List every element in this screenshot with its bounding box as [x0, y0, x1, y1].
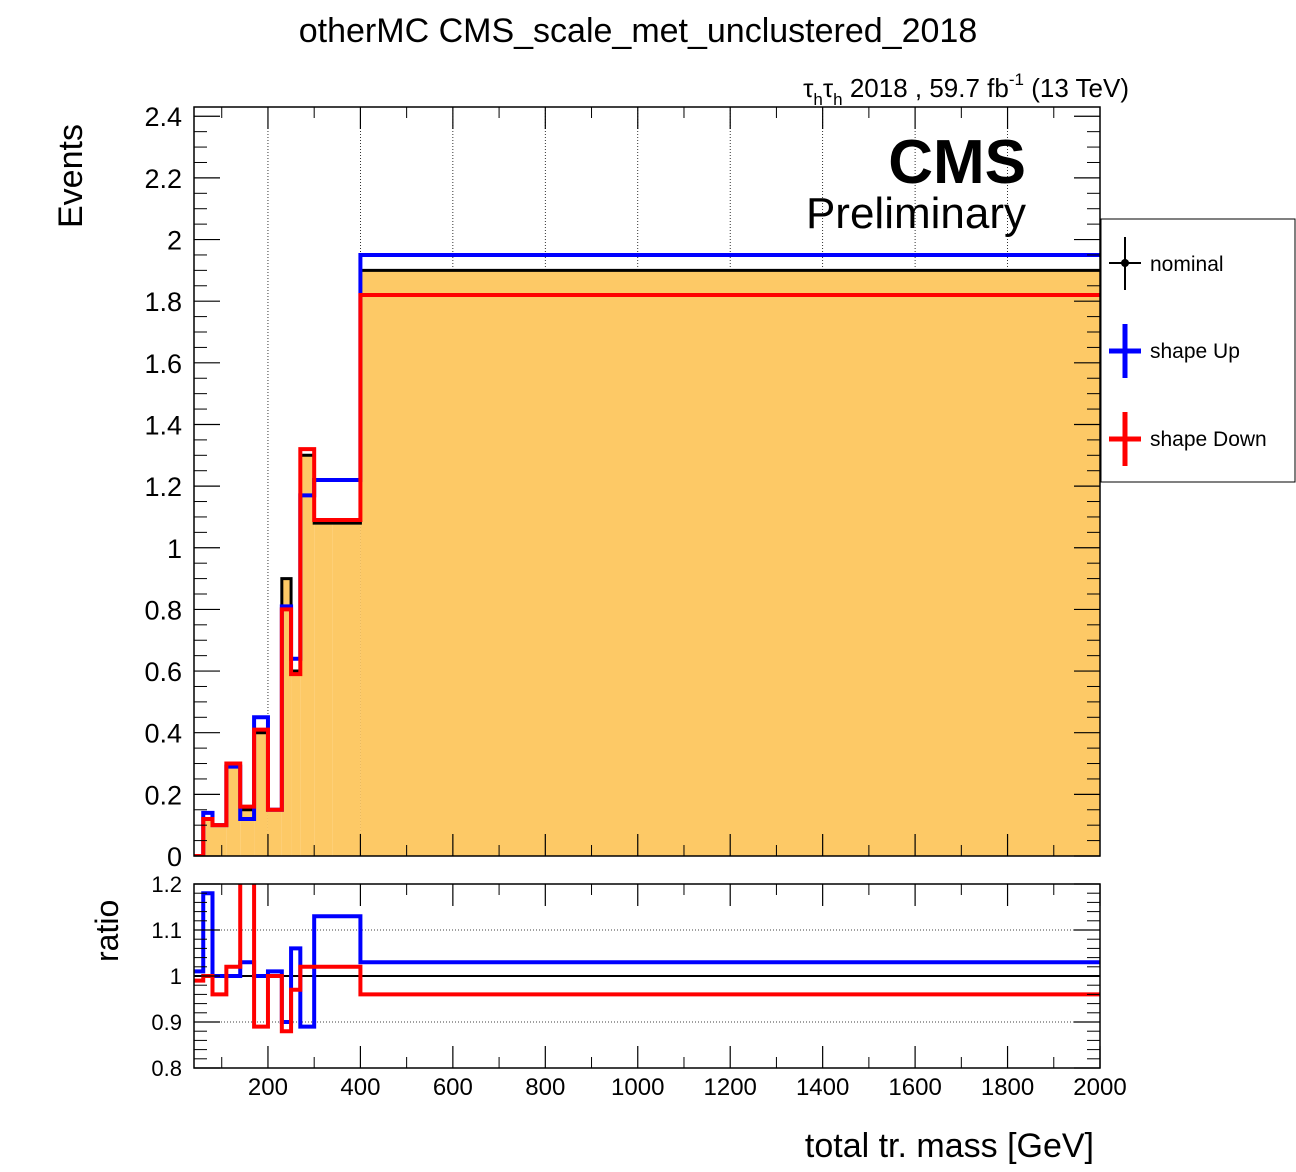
ratio-ytick-label-1: 0.9: [151, 1010, 182, 1035]
lumi-energy: (13 TeV): [1024, 73, 1129, 103]
nominal-bar-1: [203, 819, 213, 856]
ratio-ytick-label-2: 1: [170, 964, 182, 989]
main-ytick-label-1: 0.2: [144, 780, 182, 810]
main-ytick-label-0: 0: [167, 842, 182, 872]
main-ytick-label-9: 1.8: [144, 287, 182, 317]
main-ytick-label-5: 1: [167, 534, 182, 564]
ratio-panel: 0.8 0.9 1 1.1 1.2 200 400 600 800 1000 1200 1400 160…: [151, 872, 1126, 1101]
x-axis-label: total tr. mass [GeV]: [805, 1127, 1094, 1165]
nominal-bar-11: [332, 523, 361, 856]
ratio-xtick-label-3: 800: [525, 1074, 565, 1101]
lumi-label: τhτh 2018 , 59.7 fb-1 (13 TeV): [803, 70, 1129, 109]
main-panel: 0 0.2 0.4 0.6 0.8 1 1.2 1.4 1.6 1.8 2 2.2 2.4: [144, 102, 1101, 872]
main-ytick-label-8: 1.6: [144, 349, 182, 379]
ratio-line-shape-down: [194, 884, 1100, 1034]
main-ytick-label-10: 2: [167, 226, 182, 256]
series-line-shape-down: [194, 293, 1100, 856]
ratio-xtick-label-7: 1600: [888, 1074, 941, 1101]
y-axis-label-ratio: ratio: [89, 900, 125, 962]
nominal-bar-12: [360, 270, 1100, 856]
ratio-xtick-label-8: 1800: [981, 1074, 1034, 1101]
ratio-ticks: 0.8 0.9 1 1.1 1.2 200 400 600 800 1000 1200 1400 160…: [151, 872, 1126, 1101]
ratio-series-lines: [194, 884, 1100, 1034]
ratio-xtick-label-4: 1000: [611, 1074, 664, 1101]
main-ytick-label-4: 0.8: [144, 595, 182, 625]
nominal-bar-4: [240, 809, 255, 856]
main-ytick-label-2: 0.4: [144, 719, 182, 749]
nominal-bar-7: [281, 578, 292, 856]
nominal-bar-3: [226, 766, 241, 856]
legend-entry-nominal: nominal: [1109, 237, 1224, 290]
legend-label-shape-down: shape Down: [1150, 428, 1267, 451]
nominal-bar-6: [267, 809, 282, 856]
legend-label-nominal: nominal: [1150, 253, 1224, 276]
ratio-ytick-label-3: 1.1: [151, 918, 182, 943]
y-axis-label-events: Events: [52, 124, 90, 228]
legend: nominal shape Up shape Down: [1100, 218, 1296, 483]
preliminary-label: Preliminary: [806, 189, 1026, 238]
ratio-grid: [194, 929, 1100, 1023]
nominal-bar-8: [291, 671, 301, 856]
ratio-xtick-label-2: 600: [433, 1074, 473, 1101]
ratio-xtick-label-1: 400: [340, 1074, 380, 1101]
ratio-ytick-label-0: 0.8: [151, 1056, 182, 1081]
chart-title: otherMC CMS_scale_met_unclustered_2018: [299, 12, 977, 50]
tau-symbol-2: τ: [823, 73, 834, 103]
main-ytick-label-7: 1.4: [144, 410, 182, 440]
tau-subscript: h: [813, 90, 822, 109]
legend-entry-shape-down: shape Down: [1109, 412, 1267, 466]
nominal-bar-5: [254, 732, 268, 856]
nominal-fill: [203, 270, 1100, 856]
nominal-bar-2: [212, 825, 227, 856]
nominal-bar-9: [300, 455, 315, 856]
main-ytick-label-3: 0.6: [144, 657, 182, 687]
ratio-xtick-label-0: 200: [248, 1074, 288, 1101]
ratio-line-shape-up: [194, 891, 1100, 1029]
ratio-xtick-label-9: 2000: [1073, 1074, 1126, 1101]
tau-symbol: τ: [803, 73, 814, 103]
nominal-bar-10: [314, 523, 333, 856]
legend-label-shape-up: shape Up: [1150, 340, 1240, 363]
tau-subscript-2: h: [833, 90, 842, 109]
lumi-superscript: -1: [1009, 70, 1024, 89]
lumi-main: 2018 , 59.7 fb: [843, 73, 1009, 103]
main-series-lines: [194, 252, 1100, 856]
main-ytick-label-6: 1.2: [144, 472, 182, 502]
main-ticks: 0 0.2 0.4 0.6 0.8 1 1.2 1.4 1.6 1.8 2 2.2 2.4: [144, 102, 1100, 872]
main-ytick-label-12: 2.4: [144, 102, 182, 132]
ratio-ytick-label-4: 1.2: [151, 872, 182, 897]
legend-entry-shape-up: shape Up: [1109, 324, 1240, 378]
ratio-xtick-label-6: 1400: [796, 1074, 849, 1101]
main-frame: [193, 106, 1101, 857]
cms-label: CMS: [888, 128, 1026, 197]
ratio-xtick-label-5: 1200: [704, 1074, 757, 1101]
main-ytick-label-11: 2.2: [144, 164, 182, 194]
